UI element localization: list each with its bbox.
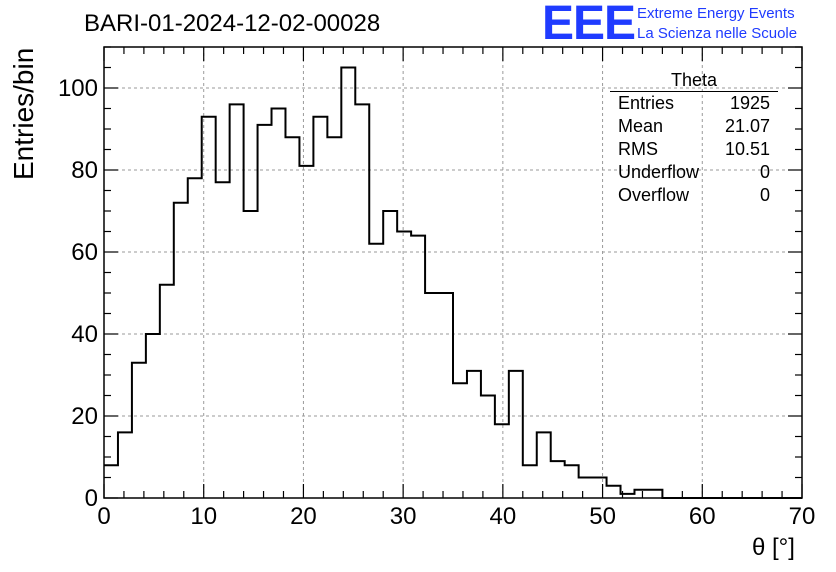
stats-label: Overflow — [618, 185, 690, 205]
y-axis-label: Entries/bin — [8, 47, 39, 180]
logo-line-2: La Scienza nelle Scuole — [637, 25, 798, 42]
stats-row-entries: Entries 1925 — [610, 92, 778, 115]
x-tick-label: 0 — [97, 503, 110, 530]
stats-value: 10.51 — [724, 139, 770, 159]
histogram-line — [104, 66, 802, 499]
stats-row-mean: Mean 21.07 — [610, 115, 778, 138]
chart-title: BARI-01-2024-12-02-00028 — [84, 10, 381, 37]
stats-row-underflow: Underflow 0 — [610, 161, 778, 184]
logo-line-1: Extreme Energy Events — [637, 5, 795, 22]
tick-labels: 0 10 20 30 40 50 60 70 0 20 40 60 80 100 — [58, 75, 815, 530]
x-tick-label: 10 — [190, 503, 217, 530]
stats-label: Mean — [618, 116, 664, 136]
x-tick-label: 50 — [589, 503, 616, 530]
x-tick-label: 60 — [689, 503, 716, 530]
x-tick-label: 30 — [390, 503, 417, 530]
x-tick-label: 20 — [290, 503, 317, 530]
x-tick-label: 40 — [490, 503, 517, 530]
stats-box: Theta Entries 1925 Mean 21.07 RMS 10.51 … — [610, 70, 778, 207]
stats-label: RMS — [618, 139, 658, 159]
stats-label: Entries — [618, 93, 675, 113]
stats-value: 1925 — [729, 93, 770, 113]
stats-title: Theta — [610, 70, 778, 92]
stats-label: Underflow — [618, 162, 700, 182]
eee-logo: EEE — [542, 0, 636, 50]
plot-frame — [103, 46, 803, 499]
stats-value: 0 — [759, 185, 770, 205]
y-tick-label: 100 — [58, 75, 98, 102]
y-tick-label: 40 — [71, 321, 98, 348]
stats-value: 21.07 — [724, 116, 770, 136]
y-tick-label: 80 — [71, 157, 98, 184]
y-tick-label: 60 — [71, 239, 98, 266]
x-axis-label: θ [°] — [752, 534, 795, 561]
stats-row-rms: RMS 10.51 — [610, 138, 778, 161]
logo-text: Extreme Energy Events La Scienza nelle S… — [637, 4, 797, 44]
x-tick-label: 70 — [789, 503, 816, 530]
y-tick-label: 20 — [71, 403, 98, 430]
stats-row-overflow: Overflow 0 — [610, 184, 778, 207]
stats-value: 0 — [759, 162, 770, 182]
y-tick-label: 0 — [85, 485, 98, 512]
